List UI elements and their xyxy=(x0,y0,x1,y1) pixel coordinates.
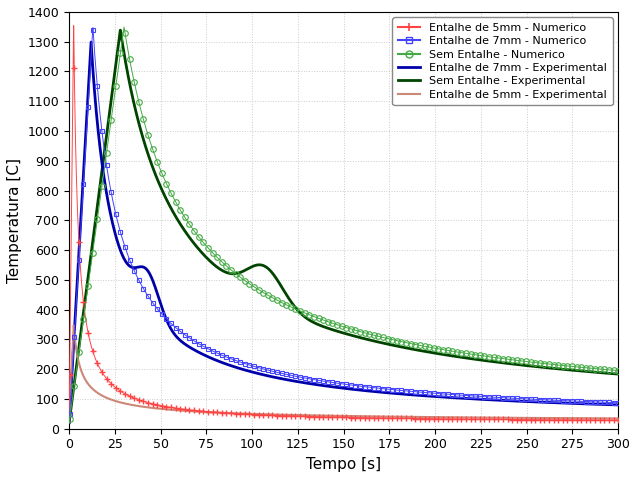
Y-axis label: Temperatura [C]: Temperatura [C] xyxy=(7,158,22,283)
X-axis label: Tempo [s]: Tempo [s] xyxy=(306,457,381,472)
Legend: Entalhe de 5mm - Numerico, Entalhe de 7mm - Numerico, Sem Entalhe - Numerico, En: Entalhe de 5mm - Numerico, Entalhe de 7m… xyxy=(392,18,613,105)
